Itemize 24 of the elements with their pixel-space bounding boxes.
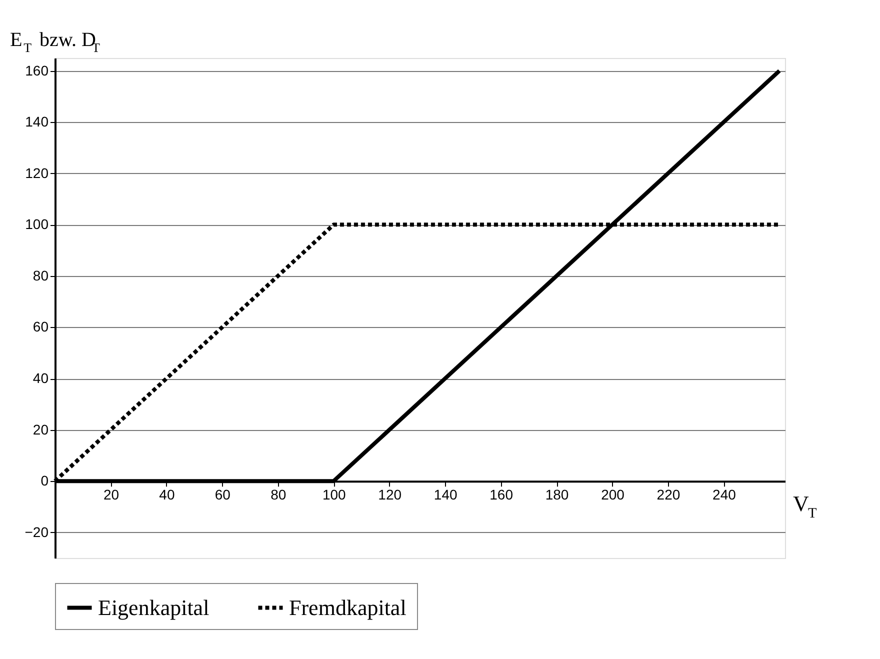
x-tick-label: 160 — [490, 486, 514, 503]
x-tick-label: 180 — [545, 486, 569, 503]
y-tick-label: 40 — [32, 370, 49, 386]
x-tick-label: 240 — [712, 486, 736, 503]
x-tick-label: 120 — [378, 486, 402, 503]
x-tick-label: 80 — [270, 486, 286, 503]
y-tick-label: 0 — [40, 472, 49, 489]
y-tick-label: 80 — [32, 267, 49, 284]
legend-label: Eigenkapital — [98, 594, 210, 620]
x-tick-label: 60 — [214, 486, 231, 503]
y-tick-label: 140 — [25, 114, 49, 130]
y-tick-label: 20 — [32, 421, 49, 438]
y-tick-label: 100 — [25, 216, 49, 232]
y-tick-label: 160 — [25, 62, 49, 78]
x-tick-label: 140 — [434, 486, 458, 503]
x-tick-label: 220 — [656, 486, 680, 503]
x-tick-label: 20 — [103, 486, 120, 503]
legend-label: Fremdkapital — [289, 594, 406, 620]
x-tick-label: 40 — [159, 486, 175, 503]
y-tick-label: 60 — [32, 318, 49, 335]
x-tick-label: 200 — [601, 486, 625, 503]
y-tick-label: 120 — [25, 164, 49, 181]
y-tick-label: −20 — [24, 524, 49, 540]
x-tick-label: 100 — [322, 486, 346, 503]
